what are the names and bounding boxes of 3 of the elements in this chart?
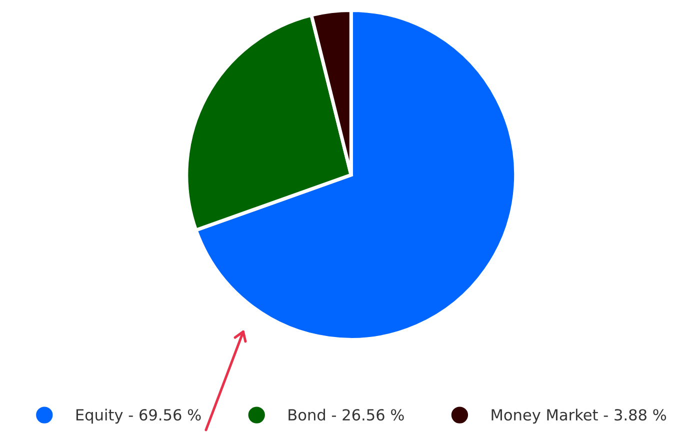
legend-label: Equity - 69.56 % <box>76 408 201 424</box>
legend-label: Money Market - 3.88 % <box>492 408 666 424</box>
legend-label: Bond - 26.56 % <box>288 408 404 421</box>
